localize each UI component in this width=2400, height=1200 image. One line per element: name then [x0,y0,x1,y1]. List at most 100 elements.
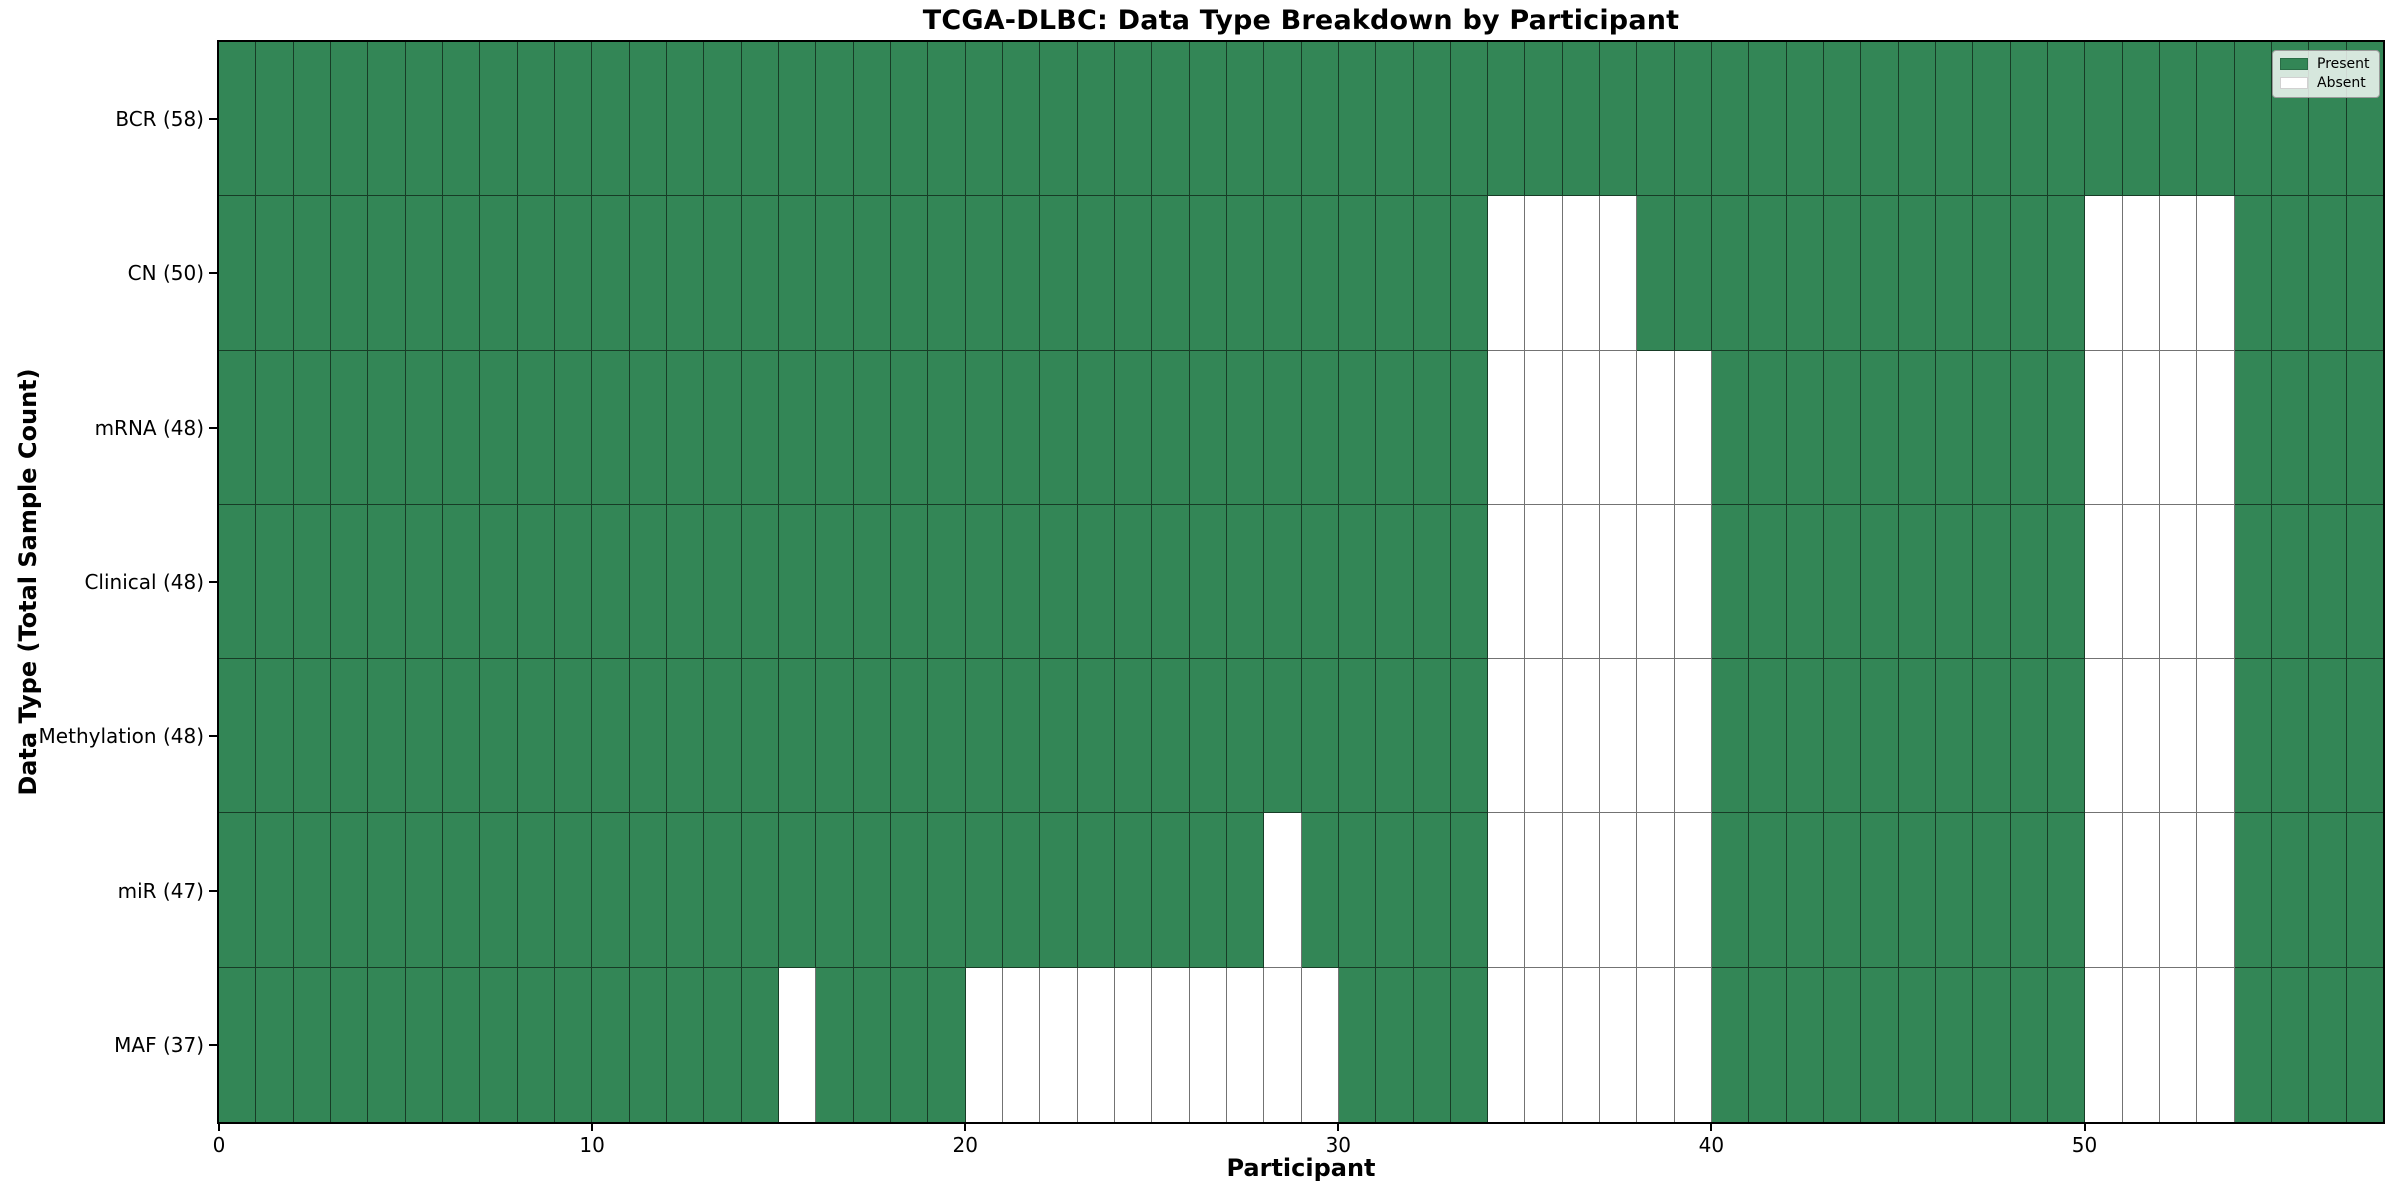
heatmap-cell [853,196,891,351]
heatmap-cell [219,42,257,197]
heatmap-cell [517,196,555,351]
heatmap-cell [1002,967,1041,1122]
heatmap-cell [1936,504,1974,660]
heatmap-cell [928,42,966,197]
heatmap-row [219,42,2384,197]
heatmap-cell [330,350,369,505]
y-tick-label: MAF (37) [114,1032,204,1057]
heatmap-cell [1077,42,1115,197]
x-tick-label: 30 [1325,1133,1352,1157]
heatmap-cell [1936,813,1974,968]
heatmap-cell [442,42,481,197]
heatmap-cell [405,813,443,968]
heatmap-cell [1376,196,1414,351]
heatmap-cell [1152,42,1190,197]
heatmap-cell [1898,813,1937,968]
heatmap-cell [2197,196,2235,351]
heatmap-cell [2122,967,2161,1122]
heatmap-cell [2234,813,2273,968]
heatmap-cell [704,42,742,197]
heatmap-cell [1600,504,1638,660]
heatmap-cell [1637,967,1675,1122]
heatmap-cell [2309,967,2347,1122]
heatmap-cell [1226,659,1265,814]
heatmap-cell [442,813,481,968]
heatmap-cell [1749,967,1787,1122]
heatmap-cell [1786,659,1825,814]
heatmap-cell [1264,196,1302,351]
heatmap-cell [1226,504,1265,660]
plot-area [219,42,2384,1122]
heatmap-cell [2048,42,2086,197]
heatmap-cell [592,196,630,351]
heatmap-cell [2197,659,2235,814]
heatmap-cell [2309,350,2347,505]
heatmap-cell [1600,967,1638,1122]
heatmap-cell [480,196,518,351]
heatmap-cell [405,659,443,814]
heatmap-cell [666,813,705,968]
heatmap-cell [2309,813,2347,968]
heatmap-cell [2160,659,2198,814]
heatmap-cell [2085,967,2123,1122]
heatmap-cell [554,350,593,505]
heatmap-cell [368,504,406,660]
heatmap-cell [293,42,331,197]
heatmap-cell [2272,659,2310,814]
heatmap-cell [554,42,593,197]
heatmap-cell [1562,504,1601,660]
heatmap-cell [1712,967,1750,1122]
heatmap-cell [405,196,443,351]
heatmap-cell [2010,196,2049,351]
heatmap-cell [965,196,1003,351]
heatmap-cell [293,813,331,968]
heatmap-cell [2160,504,2198,660]
heatmap-cell [2010,659,2049,814]
heatmap-cell [1338,504,1377,660]
heatmap-cell [219,967,257,1122]
heatmap-cell [256,659,294,814]
y-tick-mark [209,581,217,583]
heatmap-cell [1600,42,1638,197]
heatmap-cell [1338,196,1377,351]
heatmap-cell [554,813,593,968]
x-tick-label: 10 [579,1133,605,1157]
heatmap-cell [1861,659,1899,814]
heatmap-cell [1525,967,1563,1122]
heatmap-cell [1226,967,1265,1122]
heatmap-cell [293,196,331,351]
heatmap-cell [1600,350,1638,505]
heatmap-cell [517,967,555,1122]
heatmap-cell [2234,659,2273,814]
heatmap-cell [2234,196,2273,351]
heatmap-cell [1749,350,1787,505]
heatmap-cell [2160,350,2198,505]
heatmap-cell [1376,967,1414,1122]
legend: Present Absent [2272,50,2380,98]
heatmap-cell [1562,813,1601,968]
heatmap-cell [2160,967,2198,1122]
heatmap-cell [256,813,294,968]
heatmap-cell [1077,967,1115,1122]
heatmap-cell [1712,813,1750,968]
heatmap-cell [741,967,779,1122]
heatmap-cell [2197,967,2235,1122]
heatmap-cell [2122,659,2161,814]
heatmap-cell [1301,659,1339,814]
heatmap-cell [293,350,331,505]
heatmap-cell [1749,504,1787,660]
heatmap-cell [1114,42,1153,197]
heatmap-cell [1488,42,1526,197]
y-tick-mark [209,272,217,275]
heatmap-cell [592,813,630,968]
heatmap-cell [2234,967,2273,1122]
heatmap-cell [1450,196,1489,351]
heatmap-cell [480,350,518,505]
heatmap-cell [816,967,854,1122]
x-tick-mark [1710,1123,1713,1131]
heatmap-cell [816,504,854,660]
heatmap-cell [853,813,891,968]
heatmap-cell [2048,813,2086,968]
heatmap-cell [1861,42,1899,197]
